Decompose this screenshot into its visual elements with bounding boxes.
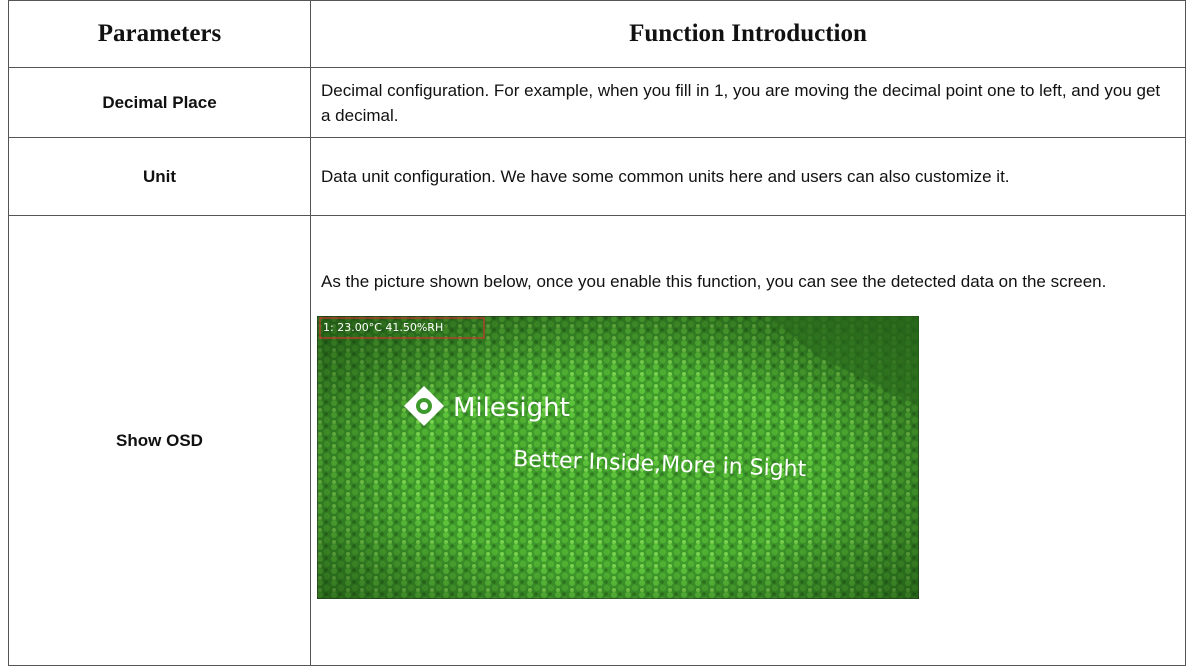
osd-screenshot: 1: 23.00°C 41.50%RH Milesight Better Ins…	[317, 316, 919, 599]
header-cell: Parameters	[8, 0, 311, 68]
description-cell: As the picture shown below, once you ena…	[310, 215, 1186, 666]
parameter-table: Parameters Function Introduction Decimal…	[8, 0, 1186, 666]
parameter-cell: Decimal Place	[8, 67, 311, 138]
parameter-cell: Show OSD	[8, 215, 311, 666]
description-cell: Decimal configuration. For example, when…	[310, 67, 1186, 138]
row: Decimal Place Decimal configuration. For…	[8, 67, 1186, 138]
row: Unit Data unit configuration. We have so…	[8, 137, 1186, 216]
description-cell: Data unit configuration. We have some co…	[310, 137, 1186, 216]
parameter-cell: Unit	[8, 137, 311, 216]
row: Show OSD As the picture shown below, onc…	[8, 215, 1186, 666]
header-row: Parameters Function Introduction	[8, 0, 1186, 68]
logo-text: Milesight	[453, 393, 570, 423]
header-cell: Function Introduction	[310, 0, 1186, 68]
osd-text: 1: 23.00°C 41.50%RH	[323, 321, 443, 334]
description-text: As the picture shown below, once you ena…	[321, 272, 1107, 291]
